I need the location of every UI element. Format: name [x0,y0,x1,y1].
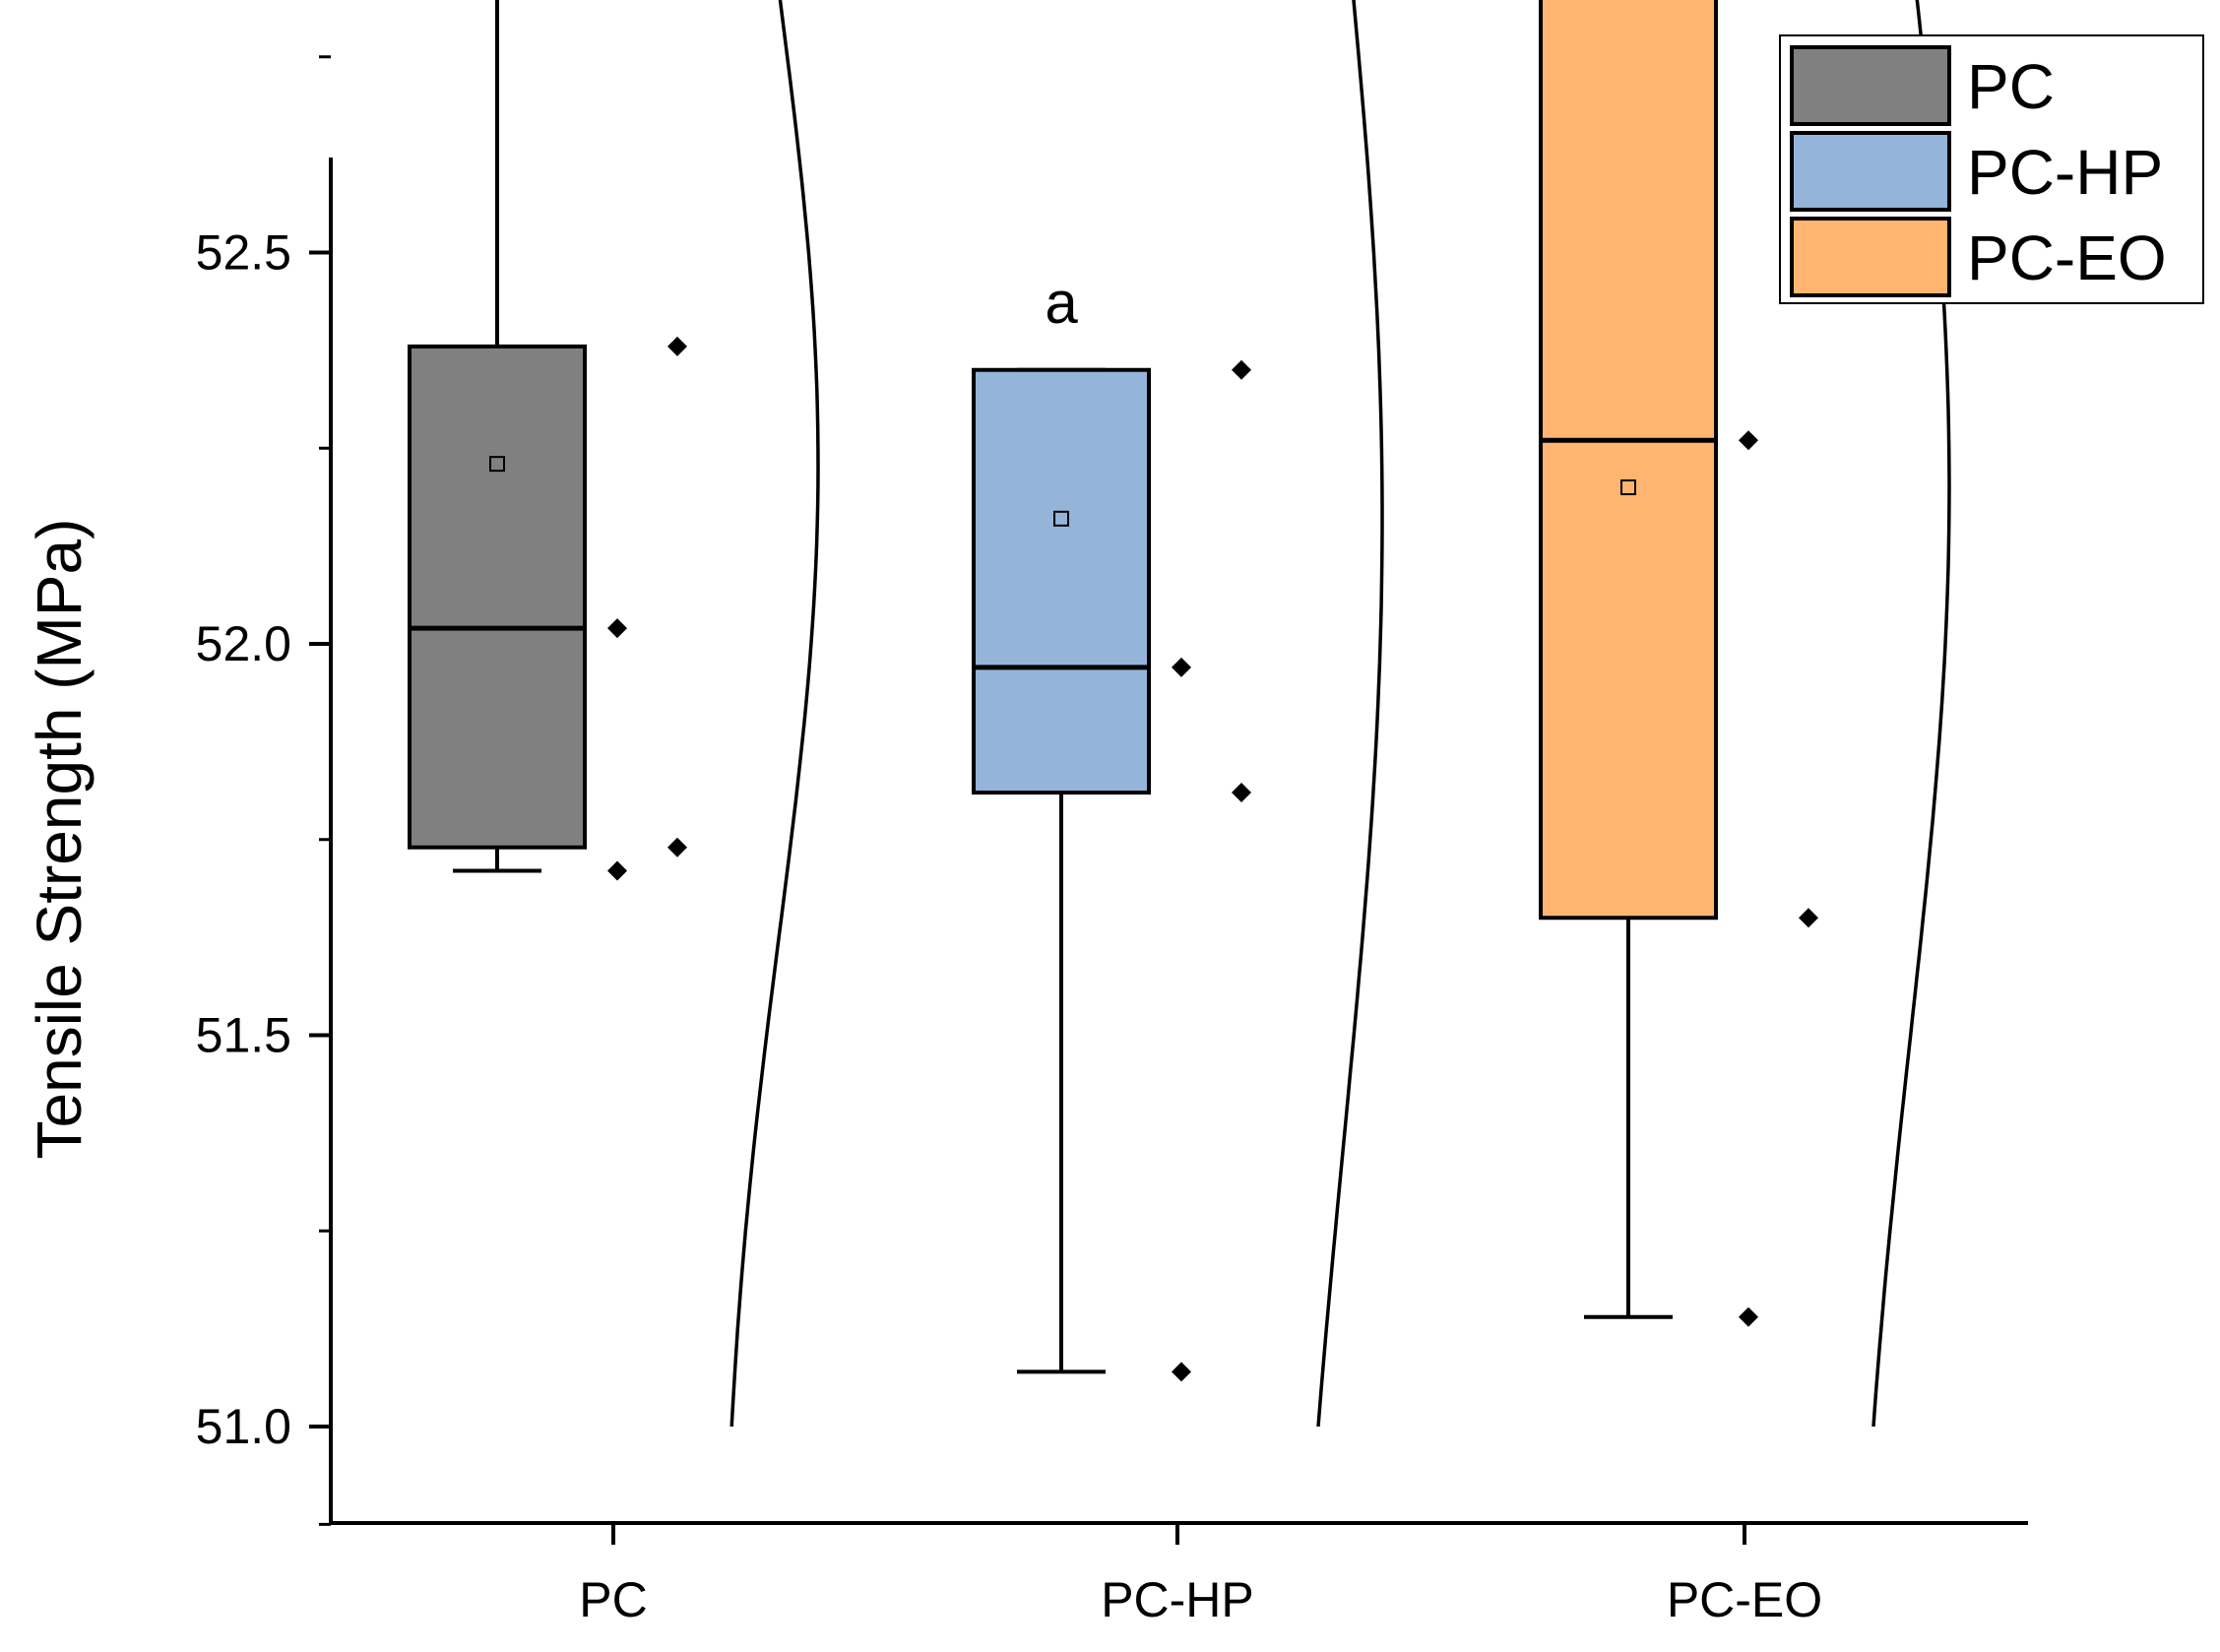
x-tick-label: PC [579,1572,647,1627]
legend-swatch [1790,45,1951,126]
box-pc [408,344,587,850]
x-tick-label: PC-HP [1101,1572,1254,1627]
y-tick-label: 52.5 [196,225,291,281]
y-axis: 51.051.552.052.553.053.554.0 [196,55,333,1526]
data-point [1232,359,1251,380]
box-pc-eo [1539,0,1718,921]
data-point [1172,657,1191,677]
mean-marker [489,456,505,473]
legend-label: PC [1967,51,2055,122]
legend-label: PC-EO [1967,222,2167,293]
data-point [1799,908,1818,928]
y-tick-label: 51.5 [196,1008,291,1063]
y-axis-title: Tensile Strength (MPa) [24,519,95,1160]
x-tick-label: PC-EO [1667,1572,1822,1627]
y-tick-label: 52.0 [196,616,291,671]
data-point [1172,1362,1191,1382]
data-point [607,618,627,639]
x-axis: PC PC-HP PC-EO [329,1521,2028,1627]
box-pc-hp [972,367,1151,795]
normal-curve [729,0,820,1428]
data-point [1232,783,1251,803]
data-point [667,837,687,858]
mean-marker [1620,479,1636,495]
legend-label: PC-HP [1967,137,2163,208]
data-point [607,860,627,881]
normal-curve [1316,0,1384,1428]
legend-swatch [1790,217,1951,297]
mean-marker [1053,510,1069,527]
box-group-pc-hp: a [972,0,1384,1428]
plot-area: aaa [408,0,1951,1428]
data-point [1739,1306,1758,1327]
legend: PC PC-HP PC-EO [1779,34,2204,304]
data-point [667,336,687,356]
data-point [1739,430,1758,451]
box-group-pc: a [408,0,820,1428]
y-tick-label: 51.0 [196,1399,291,1454]
legend-swatch [1790,131,1951,212]
significance-letter: a [1045,270,1078,336]
